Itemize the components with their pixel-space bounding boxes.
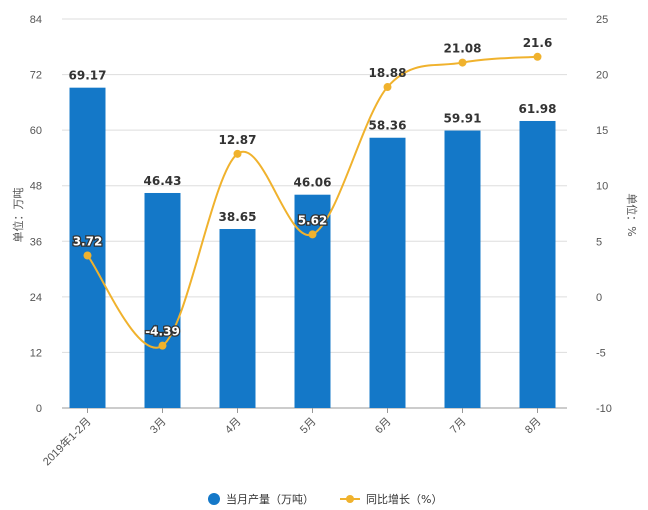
line-data-label: 18.88 (369, 66, 407, 80)
bar-data-label: 46.06 (294, 176, 332, 190)
bar (369, 137, 406, 409)
bar (444, 130, 481, 409)
line-point (458, 58, 467, 67)
bar (69, 87, 106, 408)
left-tick-label: 36 (30, 236, 42, 248)
line-point (383, 83, 392, 92)
left-tick-label: 24 (30, 292, 42, 304)
line-point (158, 341, 167, 350)
bar-data-label: 46.43 (144, 174, 182, 188)
x-tick-label: 4月 (223, 416, 244, 437)
right-tick-label: 5 (596, 236, 602, 248)
x-tick-label: 7月 (448, 416, 469, 437)
line-point (83, 251, 92, 260)
bar-data-label: 38.65 (219, 210, 257, 224)
legend-line-point (346, 495, 354, 503)
line-point (533, 52, 542, 61)
right-axis-label: 单位：% (625, 193, 639, 236)
legend-line-label: 同比增长（%） (366, 492, 442, 506)
left-tick-label: 72 (30, 70, 42, 82)
line-data-label: 12.87 (219, 133, 257, 147)
line-data-label: 5.62 (298, 213, 328, 227)
x-tick-label: 6月 (373, 416, 394, 437)
bar (144, 192, 181, 408)
right-tick-label: 20 (596, 70, 608, 82)
legend-bar-marker (208, 493, 220, 505)
left-tick-label: 0 (36, 403, 42, 415)
right-tick-label: 0 (596, 292, 602, 304)
legend-bar-label: 当月产量（万吨） (226, 492, 314, 506)
bar-data-label: 69.17 (69, 69, 107, 83)
right-tick-label: 10 (596, 181, 608, 193)
right-tick-label: 25 (596, 14, 608, 26)
line-point (308, 230, 317, 239)
left-tick-label: 60 (30, 125, 42, 137)
line-data-label: 21.6 (523, 36, 553, 50)
x-tick-label: 2019年1-2月 (40, 414, 94, 468)
x-tick-label: 3月 (148, 416, 169, 437)
left-tick-label: 84 (30, 14, 42, 26)
bar-data-label: 58.36 (369, 119, 407, 133)
right-tick-label: -5 (596, 347, 606, 359)
line-data-label: 21.08 (444, 42, 482, 56)
bar-data-label: 59.91 (444, 112, 482, 126)
left-axis-label: 单位：万吨 (11, 188, 25, 243)
line-point (233, 149, 242, 158)
line-data-label: -4.39 (145, 325, 180, 339)
left-tick-label: 48 (30, 181, 42, 193)
bar-data-label: 61.98 (519, 102, 557, 116)
line-data-label: 3.72 (73, 235, 103, 249)
x-tick-label: 8月 (523, 416, 544, 437)
bar (519, 120, 556, 408)
right-tick-label: 15 (596, 125, 608, 137)
x-tick-label: 5月 (298, 416, 319, 437)
bar (219, 229, 256, 408)
left-tick-label: 12 (30, 347, 42, 359)
right-tick-label: -10 (596, 403, 612, 415)
